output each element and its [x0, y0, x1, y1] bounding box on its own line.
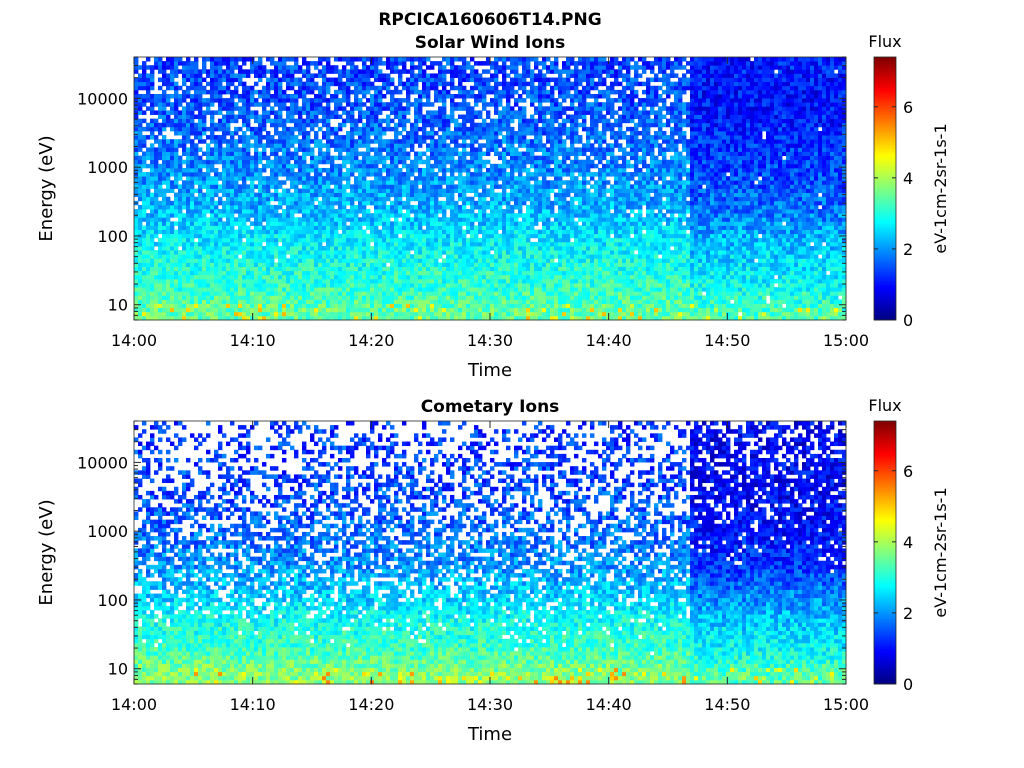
x-axis-label: Time — [467, 360, 512, 381]
colorbar-tick-label: 6 — [903, 98, 913, 117]
colorbar-label: eV-1cm-2sr-1s-1 — [931, 123, 950, 253]
y-axis-label: Energy (eV) — [36, 135, 57, 241]
x-tick-label: 14:20 — [348, 695, 394, 714]
colorbar-tick-label: 4 — [903, 169, 913, 188]
y-tick-label: 100 — [97, 227, 128, 246]
y-tick-label: 1000 — [87, 158, 128, 177]
x-tick-label: 14:30 — [467, 695, 513, 714]
x-tick-label: 14:20 — [348, 331, 394, 350]
colorbar-tick-label: 6 — [903, 462, 913, 481]
colorbar-tick-label: 0 — [903, 675, 913, 694]
x-tick-label: 14:30 — [467, 331, 513, 350]
y-tick-label: 10 — [108, 296, 128, 315]
colorbar-tick-label: 2 — [903, 240, 913, 259]
x-tick-label: 14:50 — [704, 331, 750, 350]
y-tick-label: 100 — [97, 591, 128, 610]
x-axis-label: Time — [467, 724, 512, 745]
spectrogram-figure: RPCICA160606T14.PNG Solar Wind Ions 14:00… — [0, 0, 1024, 768]
y-tick-label: 1000 — [87, 522, 128, 541]
colorbar-title: Flux — [868, 396, 901, 415]
x-tick-label: 14:40 — [586, 695, 632, 714]
x-tick-label: 15:00 — [823, 331, 869, 350]
colorbar-tick-label: 2 — [903, 604, 913, 623]
heatmap-cells — [134, 421, 846, 684]
colorbar — [874, 421, 896, 684]
colorbar — [874, 57, 896, 320]
figure-title: RPCICA160606T14.PNG — [378, 10, 601, 30]
y-axis-label: Energy (eV) — [36, 499, 57, 605]
panel-title: Solar Wind Ions — [415, 33, 566, 53]
colorbar-label: eV-1cm-2sr-1s-1 — [931, 487, 950, 617]
x-tick-label: 14:00 — [111, 695, 157, 714]
spectrogram-panel: Solar Wind Ions 14:00 14:10 14:20 14:30 14:40… — [36, 32, 950, 381]
y-tick-label: 10 — [108, 660, 128, 679]
colorbar-title: Flux — [868, 32, 901, 51]
x-tick-label: 14:40 — [586, 331, 632, 350]
y-tick-label: 10000 — [77, 453, 128, 472]
heatmap-cells — [134, 57, 846, 320]
x-tick-label: 14:10 — [230, 695, 276, 714]
x-tick-label: 14:00 — [111, 331, 157, 350]
colorbar-tick-label: 0 — [903, 311, 913, 330]
spectrogram-panel: Cometary Ions 14:00 14:10 14:20 14:30 14:40 14… — [36, 396, 950, 745]
x-tick-label: 14:50 — [704, 695, 750, 714]
x-tick-label: 15:00 — [823, 695, 869, 714]
colorbar-tick-label: 4 — [903, 533, 913, 552]
x-tick-label: 14:10 — [230, 331, 276, 350]
panel-title: Cometary Ions — [421, 397, 560, 417]
y-tick-label: 10000 — [77, 89, 128, 108]
